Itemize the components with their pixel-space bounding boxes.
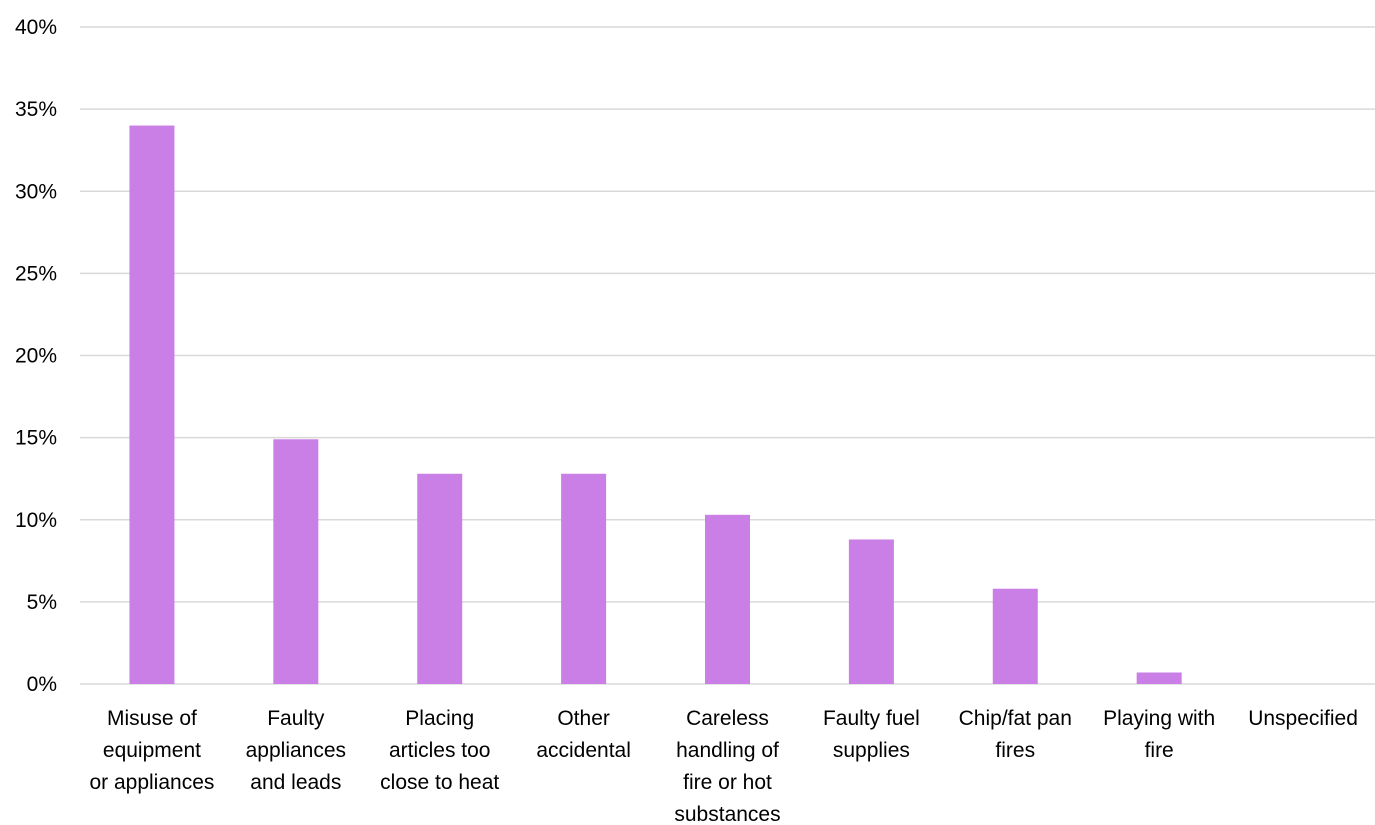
x-category-label-line: appliances bbox=[246, 739, 346, 762]
x-category-label: Playing with fire bbox=[1103, 707, 1215, 762]
y-axis-tick-labels: 0% 5% 10% 15% 20% 25% 30% 35% 40% bbox=[15, 16, 57, 696]
bar bbox=[1136, 672, 1182, 684]
x-category-label-line: Faulty fuel bbox=[823, 707, 920, 730]
x-category-label-line: Faulty bbox=[267, 707, 325, 730]
y-tick-label: 25% bbox=[15, 262, 57, 285]
x-category-label-line: Chip/fat pan bbox=[959, 707, 1072, 730]
x-category-label: Placing articles too close to heat bbox=[380, 707, 499, 794]
x-category-label-line: Misuse of bbox=[107, 707, 197, 730]
x-category-label: Misuse of equipment or appliances bbox=[89, 707, 214, 794]
x-category-label-line: Playing with bbox=[1103, 707, 1215, 730]
x-category-label-line: substances bbox=[674, 803, 780, 825]
x-category-label-line: Other bbox=[557, 707, 610, 730]
x-category-label: Other accidental bbox=[536, 707, 631, 762]
x-category-label-line: Careless bbox=[686, 707, 769, 730]
x-category-label-line: close to heat bbox=[380, 771, 499, 794]
x-category-label-line: supplies bbox=[833, 739, 910, 762]
y-tick-label: 10% bbox=[15, 509, 57, 532]
bar bbox=[848, 539, 894, 684]
y-tick-label: 20% bbox=[15, 345, 57, 368]
x-category-label: Faulty fuel supplies bbox=[823, 707, 920, 762]
x-category-label-line: fire bbox=[1145, 739, 1174, 762]
x-category-label-line: Unspecified bbox=[1248, 707, 1358, 730]
bar bbox=[992, 588, 1038, 684]
y-tick-label: 15% bbox=[15, 427, 57, 450]
x-category-label: Chip/fat pan fires bbox=[959, 707, 1072, 762]
x-category-label: Unspecified bbox=[1248, 707, 1358, 730]
bar bbox=[705, 514, 750, 684]
x-category-label-line: or appliances bbox=[89, 771, 214, 794]
bar bbox=[273, 439, 319, 684]
x-category-label-line: articles too bbox=[389, 739, 491, 762]
x-category-label-line: fire or hot bbox=[683, 771, 772, 794]
y-tick-label: 40% bbox=[15, 16, 57, 39]
x-category-label-line: accidental bbox=[536, 739, 631, 762]
bar bbox=[561, 473, 607, 684]
y-tick-label: 0% bbox=[27, 673, 57, 696]
x-category-label-line: handling of bbox=[676, 739, 779, 762]
x-category-label-line: and leads bbox=[250, 771, 341, 794]
bar bbox=[417, 473, 463, 684]
y-tick-label: 5% bbox=[27, 591, 57, 614]
x-axis-category-labels: Misuse of equipment or appliances Faulty app… bbox=[89, 707, 1357, 825]
x-category-label-line: fires bbox=[995, 739, 1035, 762]
y-tick-label: 30% bbox=[15, 180, 57, 203]
y-tick-label: 35% bbox=[15, 98, 57, 121]
x-category-label-line: equipment bbox=[103, 739, 201, 762]
bars bbox=[129, 125, 1182, 685]
x-category-label: Faulty appliances and leads bbox=[246, 707, 346, 794]
x-category-label-line: Placing bbox=[405, 707, 474, 730]
x-category-label: Careless handling of fire or hot substances bbox=[674, 707, 780, 825]
bar bbox=[129, 125, 175, 685]
